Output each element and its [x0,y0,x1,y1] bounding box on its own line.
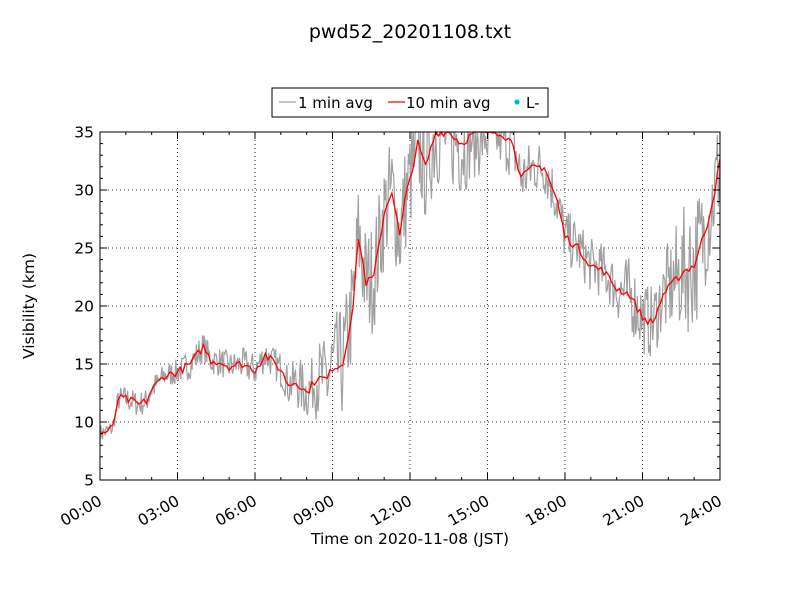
chart-title: pwd52_20201108.txt [309,21,511,43]
x-tick-label: 15:00 [445,492,493,530]
x-tick-label: 03:00 [135,492,183,530]
series-line-10min [99,130,721,435]
legend-label-1min: 1 min avg [298,94,373,112]
y-axis-label: Visibility (km) [20,253,38,359]
y-tick-label: 25 [74,240,94,258]
x-tick-label: 06:00 [212,492,260,530]
x-tick-label: 18:00 [522,492,570,530]
x-axis-label: Time on 2020-11-08 (JST) [310,530,509,548]
x-tick-label: 12:00 [367,492,415,530]
y-tick-label: 20 [74,298,94,316]
x-tick-label: 24:00 [677,492,725,530]
legend-label-10min: 10 min avg [406,94,491,112]
legend-box [271,87,549,118]
y-tick-label: 5 [84,472,94,490]
y-tick-labels: 5 10 15 20 25 30 35 [74,124,94,490]
y-tick-label: 30 [74,182,94,200]
y-tick-label: 15 [74,356,94,374]
legend: 1 min avg 10 min avg L- [271,87,549,118]
grid [100,132,720,480]
legend-label-l-minus: L- [526,94,540,112]
x-tick-labels: 00:00 03:00 06:00 09:00 12:00 15:00 18:00 21:00… [57,492,725,530]
axis-ticks [99,131,721,481]
y-tick-label: 10 [74,414,94,432]
y-tick-label: 35 [74,124,94,142]
series-layer [99,130,721,443]
legend-swatch-l-minus [514,99,520,105]
x-tick-label: 21:00 [600,492,648,530]
x-tick-label: 09:00 [290,492,338,530]
x-tick-label: 00:00 [57,492,105,530]
